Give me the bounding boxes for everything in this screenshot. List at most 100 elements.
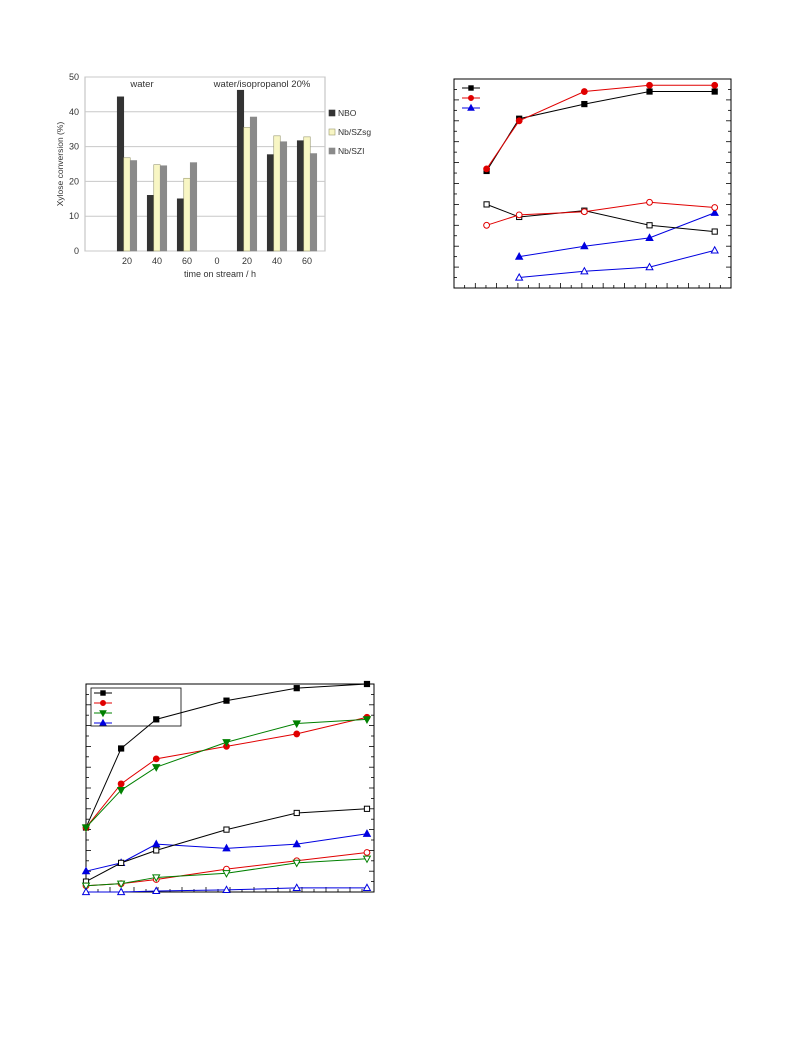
data-point — [362, 829, 372, 837]
data-point — [483, 221, 490, 229]
line-chart-svg — [81, 680, 375, 896]
y-tick-label: 30 — [69, 142, 79, 152]
series-line — [86, 887, 367, 893]
x-tick-label: 60 — [302, 256, 312, 266]
data-point — [467, 103, 475, 111]
data-point — [711, 88, 718, 95]
line-chart-svg — [453, 78, 732, 289]
group-label: water — [129, 79, 153, 90]
data-point — [81, 882, 91, 891]
data-point — [99, 718, 107, 726]
series-line — [85, 683, 368, 828]
bar — [296, 140, 305, 252]
x-tick-label: 20 — [242, 256, 252, 266]
bar — [116, 96, 125, 252]
bar — [159, 165, 168, 252]
data-point — [116, 887, 126, 896]
data-point — [153, 716, 160, 723]
legend-swatch — [328, 147, 336, 155]
line-chart-top-right — [448, 73, 738, 298]
data-point — [711, 228, 718, 235]
bar — [236, 89, 245, 252]
data-point — [515, 117, 523, 125]
data-point — [483, 165, 490, 173]
legend-swatch — [328, 128, 336, 136]
data-point — [468, 85, 474, 91]
data-point — [362, 716, 372, 724]
data-point — [363, 680, 371, 688]
data-point — [580, 241, 589, 250]
data-point — [293, 809, 300, 817]
data-point — [222, 870, 231, 878]
bar-chart-xylose-conversion: 0 10 20 30 40 50 20 40 60 0 20 40 60 water water/isopr… — [55, 60, 385, 300]
bar-chart-svg: 0 10 20 30 40 50 20 40 60 0 20 40 60 water water/isopr… — [55, 72, 371, 279]
data-point — [646, 81, 653, 89]
data-point — [514, 272, 524, 281]
data-point — [515, 211, 523, 219]
data-point — [151, 839, 161, 848]
group-label: water/isopropanol 20% — [213, 79, 311, 90]
data-point — [152, 755, 160, 763]
data-point — [646, 222, 653, 229]
data-point — [711, 204, 719, 211]
data-point — [151, 886, 161, 895]
series-line — [519, 249, 715, 279]
x-tick-label: 40 — [272, 256, 282, 266]
bar — [266, 154, 275, 252]
bar — [189, 162, 198, 252]
data-point — [222, 885, 231, 894]
bar — [176, 198, 185, 252]
data-point — [580, 266, 589, 275]
data-point — [580, 208, 588, 216]
data-point — [362, 883, 372, 891]
y-tick-label: 10 — [69, 211, 79, 221]
bar — [273, 135, 281, 252]
data-point — [223, 826, 230, 833]
data-point — [153, 847, 160, 854]
series-line — [85, 808, 368, 883]
legend-box — [90, 687, 182, 727]
data-point — [117, 780, 125, 788]
data-point — [292, 839, 301, 848]
legend-label: Nb/SZsg — [338, 127, 371, 137]
data-point — [151, 874, 161, 883]
data-point — [100, 700, 106, 706]
data-point — [118, 745, 125, 752]
series-line — [85, 858, 368, 887]
legend-label: NBO — [338, 108, 357, 118]
legend-swatch — [328, 109, 336, 117]
data-point — [646, 198, 653, 206]
data-point — [118, 859, 125, 866]
data-point — [293, 685, 300, 692]
data-point — [363, 849, 371, 856]
bar — [153, 164, 161, 252]
data-point — [223, 697, 230, 704]
y-tick-label: 50 — [69, 72, 79, 82]
bar — [183, 177, 191, 252]
data-point — [646, 88, 653, 95]
line-chart-bottom-left — [78, 680, 378, 900]
bar — [303, 136, 311, 252]
series-line — [519, 212, 715, 258]
series-line — [85, 716, 368, 828]
legend-label: Nb/SZI — [338, 146, 364, 156]
series-line — [486, 91, 715, 172]
data-point — [645, 233, 654, 241]
x-tick-label: 60 — [182, 256, 192, 266]
x-tick-label: 20 — [122, 256, 132, 266]
data-point — [483, 201, 490, 208]
x-tick-label: 40 — [152, 256, 162, 266]
data-point — [151, 764, 161, 772]
series-line — [85, 833, 368, 872]
data-point — [292, 859, 301, 868]
y-tick-label: 0 — [74, 246, 79, 256]
data-point — [710, 208, 719, 216]
data-point — [99, 710, 107, 718]
series-line — [85, 718, 368, 828]
bar — [243, 127, 251, 252]
y-tick-label: 40 — [69, 107, 79, 117]
data-point — [580, 88, 588, 95]
data-point — [468, 95, 474, 101]
x-axis-label: time on stream / h — [184, 269, 256, 279]
data-point — [293, 730, 301, 738]
